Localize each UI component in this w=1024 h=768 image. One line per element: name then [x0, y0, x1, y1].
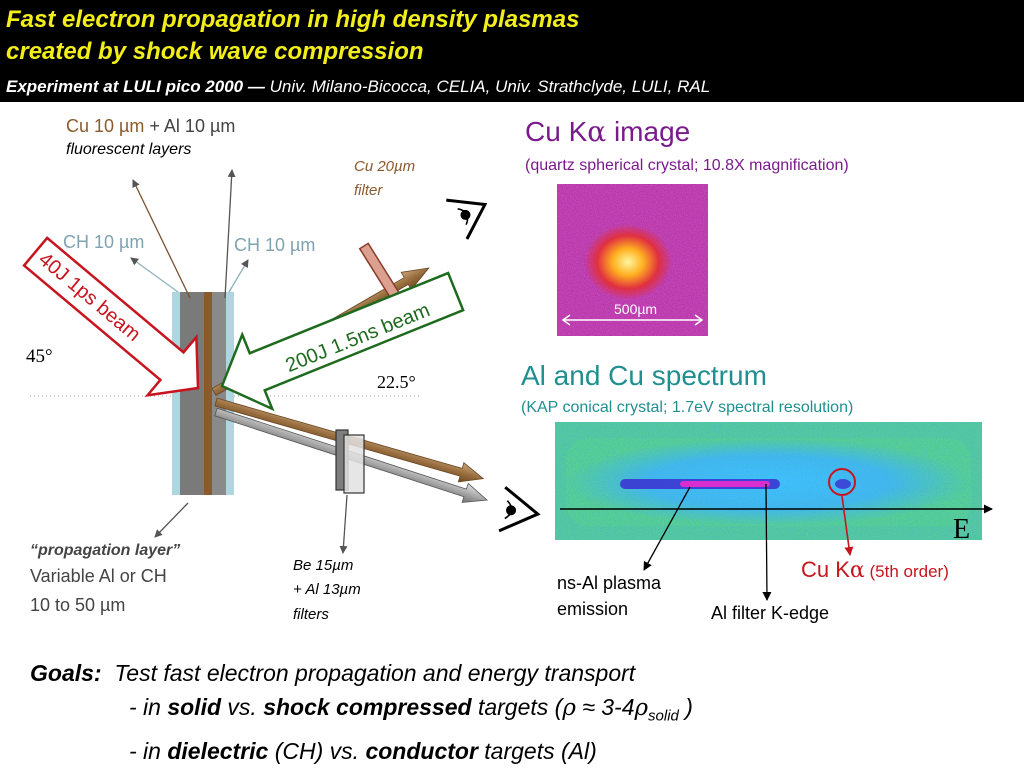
be-filter-pointer	[339, 494, 348, 554]
beam-200j-arrow	[220, 271, 465, 412]
be-filter-label-1: Be 15µm	[293, 557, 354, 574]
propagation-layer-title: “propagation layer”	[30, 542, 181, 559]
al-thickness-label: + Al 10 µm	[144, 116, 236, 136]
title-line-2: created by shock wave compression	[6, 38, 424, 65]
cu-layer	[204, 292, 212, 495]
energy-axis-label: E	[953, 514, 971, 545]
spectrum-title: Al and Cu spectrum	[521, 360, 767, 391]
propagation-layer-rect	[180, 292, 204, 495]
be-filter-label-2: + Al 13µm	[293, 581, 361, 598]
experiment-line: Experiment at LULI pico 2000 — Univ. Mil…	[6, 77, 710, 97]
experiment-site: Experiment at LULI pico 2000 —	[6, 77, 265, 96]
cu-ka-5th-order-marker	[828, 468, 856, 496]
image-title-a: Cu K	[525, 116, 588, 147]
eye-icon	[446, 198, 488, 240]
goals-line-3: - in dielectric (CH) vs. conductor targe…	[30, 734, 693, 768]
cu-layer-pointer	[132, 179, 191, 299]
ns-al-pointer	[643, 486, 691, 571]
k-edge-pointer	[762, 483, 772, 601]
title-line-1: Fast electron propagation in high densit…	[6, 6, 580, 33]
ch-right-label: CH 10 µm	[234, 235, 316, 255]
eye-icon-spectrum	[498, 486, 541, 533]
goals-rho-2: ρ	[634, 695, 649, 721]
ch-left-pointer	[130, 257, 179, 293]
target-stack	[172, 292, 234, 495]
collaborators: Univ. Milano-Bicocca, CELIA, Univ. Strat…	[264, 77, 711, 96]
cu-filter-label-2: filter	[354, 182, 383, 199]
cu-filter	[358, 242, 402, 301]
goals-sub-solid: solid	[648, 707, 679, 725]
angle-22-5-label: 22.5°	[377, 372, 416, 392]
goals-dielectric: dielectric	[167, 737, 269, 764]
goals-line-1-text: Test fast electron propagation and energ…	[114, 660, 636, 686]
al-layer-pointer	[224, 169, 236, 299]
title-bar: Fast electron propagation in high densit…	[0, 0, 1024, 102]
thickness-range-label: 10 to 50 µm	[30, 595, 126, 615]
goals-l3-a: - in	[129, 737, 168, 764]
goals-line-1: Goals: Test fast electron propagation an…	[30, 656, 693, 690]
experiment-diagram	[22, 169, 993, 601]
be-filter-label-3: filters	[293, 606, 329, 623]
goals-l2-b: vs.	[221, 694, 264, 720]
al-filter	[343, 434, 365, 494]
image-title: Cu Kα image	[525, 115, 691, 148]
cu-ka-label-a: Cu K	[801, 557, 850, 582]
goals-approx: ≈ 3-4	[575, 694, 635, 720]
goals-rho: ρ	[562, 695, 576, 721]
cu-ka-pointer	[841, 495, 854, 556]
cu-ka-image	[557, 184, 708, 336]
goals-block: Goals: Test fast electron propagation an…	[30, 656, 693, 768]
goals-conductor: conductor	[365, 737, 478, 764]
ch-right-pointer	[228, 259, 249, 293]
cu-ka-label-alpha: α	[849, 558, 865, 583]
goals-l2-c: targets (	[471, 694, 563, 720]
goals-l2-a: - in	[129, 694, 168, 720]
ch-left-label: CH 10 µm	[63, 232, 145, 252]
ns-al-label-1: ns-Al plasma	[557, 573, 662, 593]
cu-ka-5th-label: Cu Kα (5th order)	[801, 557, 949, 583]
goals-solid: solid	[167, 694, 222, 720]
goals-line-2: - in solid vs. shock compressed targets …	[30, 690, 693, 734]
variable-material-label: Variable Al or CH	[30, 566, 167, 586]
k-edge-label: Al filter K-edge	[711, 603, 830, 623]
cu-thickness-label: Cu 10 µm	[66, 116, 145, 136]
image-subtitle: (quartz spherical crystal; 10.8X magnifi…	[525, 157, 849, 174]
fluorescent-layers-label: fluorescent layers	[66, 141, 192, 158]
image-title-alpha: α	[587, 115, 607, 148]
goals-l3-c: targets (Al)	[477, 737, 597, 764]
ns-al-label-2: emission	[557, 599, 629, 619]
angle-45-label: 45°	[26, 346, 53, 367]
spectrum-image	[555, 422, 993, 540]
spectrum-subtitle: (KAP conical crystal; 1.7eV spectral res…	[521, 399, 854, 416]
image-title-b: image	[606, 116, 691, 147]
goals-l2-d: )	[678, 694, 693, 720]
beam-40j-arrow	[22, 236, 200, 397]
goals-label: Goals:	[30, 660, 102, 686]
goals-shock: shock compressed	[263, 694, 472, 720]
cu-ka-order: (5th order)	[864, 562, 949, 581]
scale-bar-label: 500µm	[614, 301, 658, 317]
cu-filter-label-1: Cu 20µm	[354, 158, 416, 175]
propagation-pointer	[154, 502, 189, 538]
goals-l3-b: (CH) vs.	[268, 737, 366, 764]
fluorescent-label: Cu 10 µm + Al 10 µm	[66, 116, 235, 137]
